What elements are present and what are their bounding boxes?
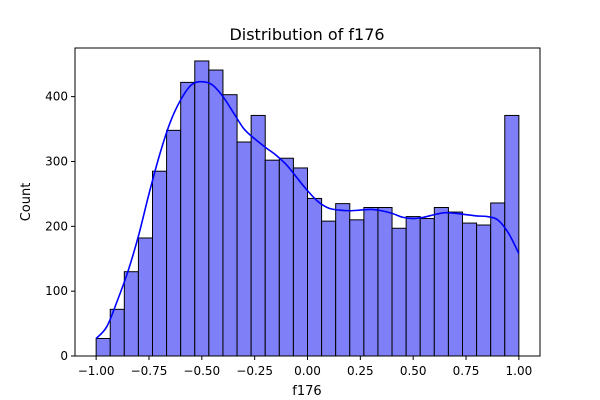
chart-title: Distribution of f176 bbox=[229, 25, 384, 44]
histogram-bar bbox=[152, 170, 168, 357]
histogram-bar bbox=[349, 219, 365, 357]
histogram-bar bbox=[250, 114, 266, 357]
y-tick-label: 300 bbox=[45, 154, 68, 168]
histogram-bar bbox=[419, 218, 435, 357]
x-axis-ticks: −1.00 −0.75 −0.50 −0.25 0.00 0.25 0.50 0.75 1.00 bbox=[78, 356, 532, 378]
x-tick-label: 0.50 bbox=[400, 364, 427, 378]
x-tick-label: 1.00 bbox=[506, 364, 533, 378]
y-tick-label: 400 bbox=[45, 90, 68, 104]
histogram-bar bbox=[264, 159, 280, 357]
histogram-bar bbox=[405, 216, 421, 357]
histogram-bar bbox=[137, 237, 154, 357]
histogram-bar bbox=[321, 220, 337, 357]
y-axis-ticks: 0 100 200 300 400 bbox=[45, 90, 75, 363]
histogram-bar bbox=[307, 197, 323, 357]
histogram-bar bbox=[123, 271, 139, 357]
y-tick-label: 200 bbox=[45, 219, 68, 233]
y-tick-label: 0 bbox=[60, 349, 68, 363]
histogram-bar bbox=[461, 222, 478, 357]
x-axis-label: f176 bbox=[292, 384, 321, 399]
kde-line bbox=[95, 80, 520, 340]
y-tick-label: 100 bbox=[45, 284, 68, 298]
histogram-bar bbox=[180, 81, 196, 357]
histogram-bar bbox=[236, 141, 252, 357]
histogram-bar bbox=[292, 167, 308, 357]
histogram-bar bbox=[335, 203, 351, 357]
y-axis-label: Count bbox=[19, 183, 34, 222]
x-tick-label: −0.25 bbox=[236, 364, 273, 378]
histogram-bar bbox=[377, 207, 393, 357]
histogram-bar bbox=[504, 114, 520, 357]
x-tick-label: −0.75 bbox=[131, 364, 168, 378]
histogram-bar bbox=[194, 60, 210, 357]
x-tick-label: −0.50 bbox=[183, 364, 220, 378]
histogram-bar bbox=[363, 207, 379, 357]
x-tick-label: 0.00 bbox=[294, 364, 321, 378]
histogram-bar bbox=[95, 337, 111, 357]
histogram-bar bbox=[166, 129, 182, 357]
histogram-bar bbox=[433, 207, 449, 357]
bars-group bbox=[95, 60, 520, 357]
histogram-bar bbox=[109, 308, 125, 357]
histogram-bar bbox=[476, 224, 492, 357]
x-tick-label: −1.00 bbox=[78, 364, 115, 378]
histogram-bar bbox=[222, 94, 238, 357]
histogram-bar bbox=[208, 69, 224, 357]
histogram-bar bbox=[278, 157, 294, 357]
x-tick-label: 0.75 bbox=[453, 364, 480, 378]
x-tick-label: 0.25 bbox=[347, 364, 374, 378]
histogram-bar bbox=[391, 227, 407, 357]
histogram-bar bbox=[447, 211, 463, 357]
